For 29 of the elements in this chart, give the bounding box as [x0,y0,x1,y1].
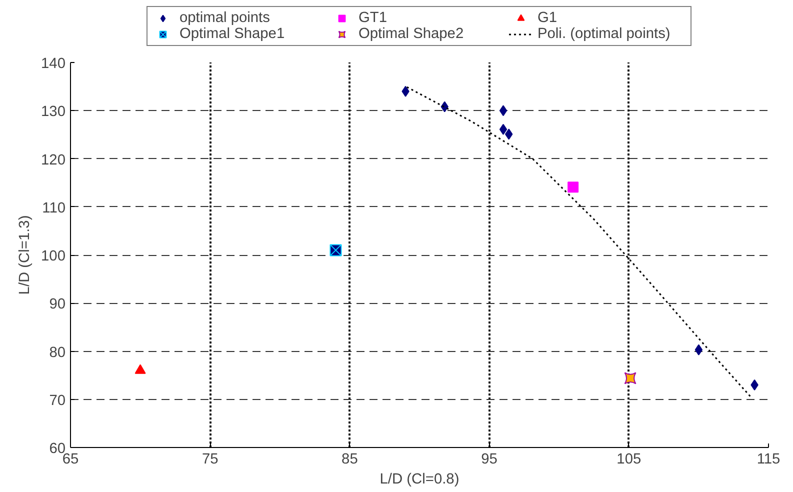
x-tick-label: 65 [62,452,79,468]
legend-label: Poli. (optimal points) [538,26,672,42]
x-tick-label: 85 [342,452,358,468]
point [694,344,703,356]
point [134,364,146,374]
x-tick-label: 105 [616,452,642,468]
x-tick-label: 115 [756,452,780,468]
point [568,182,579,193]
y-axis-title: L/D (Cl=1.3) [17,215,34,295]
y-tick-label: 130 [41,104,66,120]
y-tick-label: 100 [41,248,66,264]
legend-label: Optimal Shape2 [358,26,465,42]
y-tick-label: 80 [49,344,66,361]
x-tick-label: 75 [202,452,218,468]
y-tick-label: 90 [49,296,66,313]
legend-label: G1 [538,10,558,26]
x-axis-title: L/D (Cl=0.8) [380,472,460,488]
legend-label: optimal points [180,10,271,26]
y-tick-label: 70 [49,392,66,409]
y-tick-label: 140 [41,56,66,72]
legend-label: Optimal Shape1 [180,26,286,42]
x-tick-label: 95 [481,452,498,468]
y-tick-label: 110 [42,200,66,216]
point [499,124,508,135]
point [330,244,342,256]
point [624,372,636,384]
point [499,105,508,116]
y-tick-label: 120 [41,152,66,168]
legend-label: GT1 [358,10,388,26]
